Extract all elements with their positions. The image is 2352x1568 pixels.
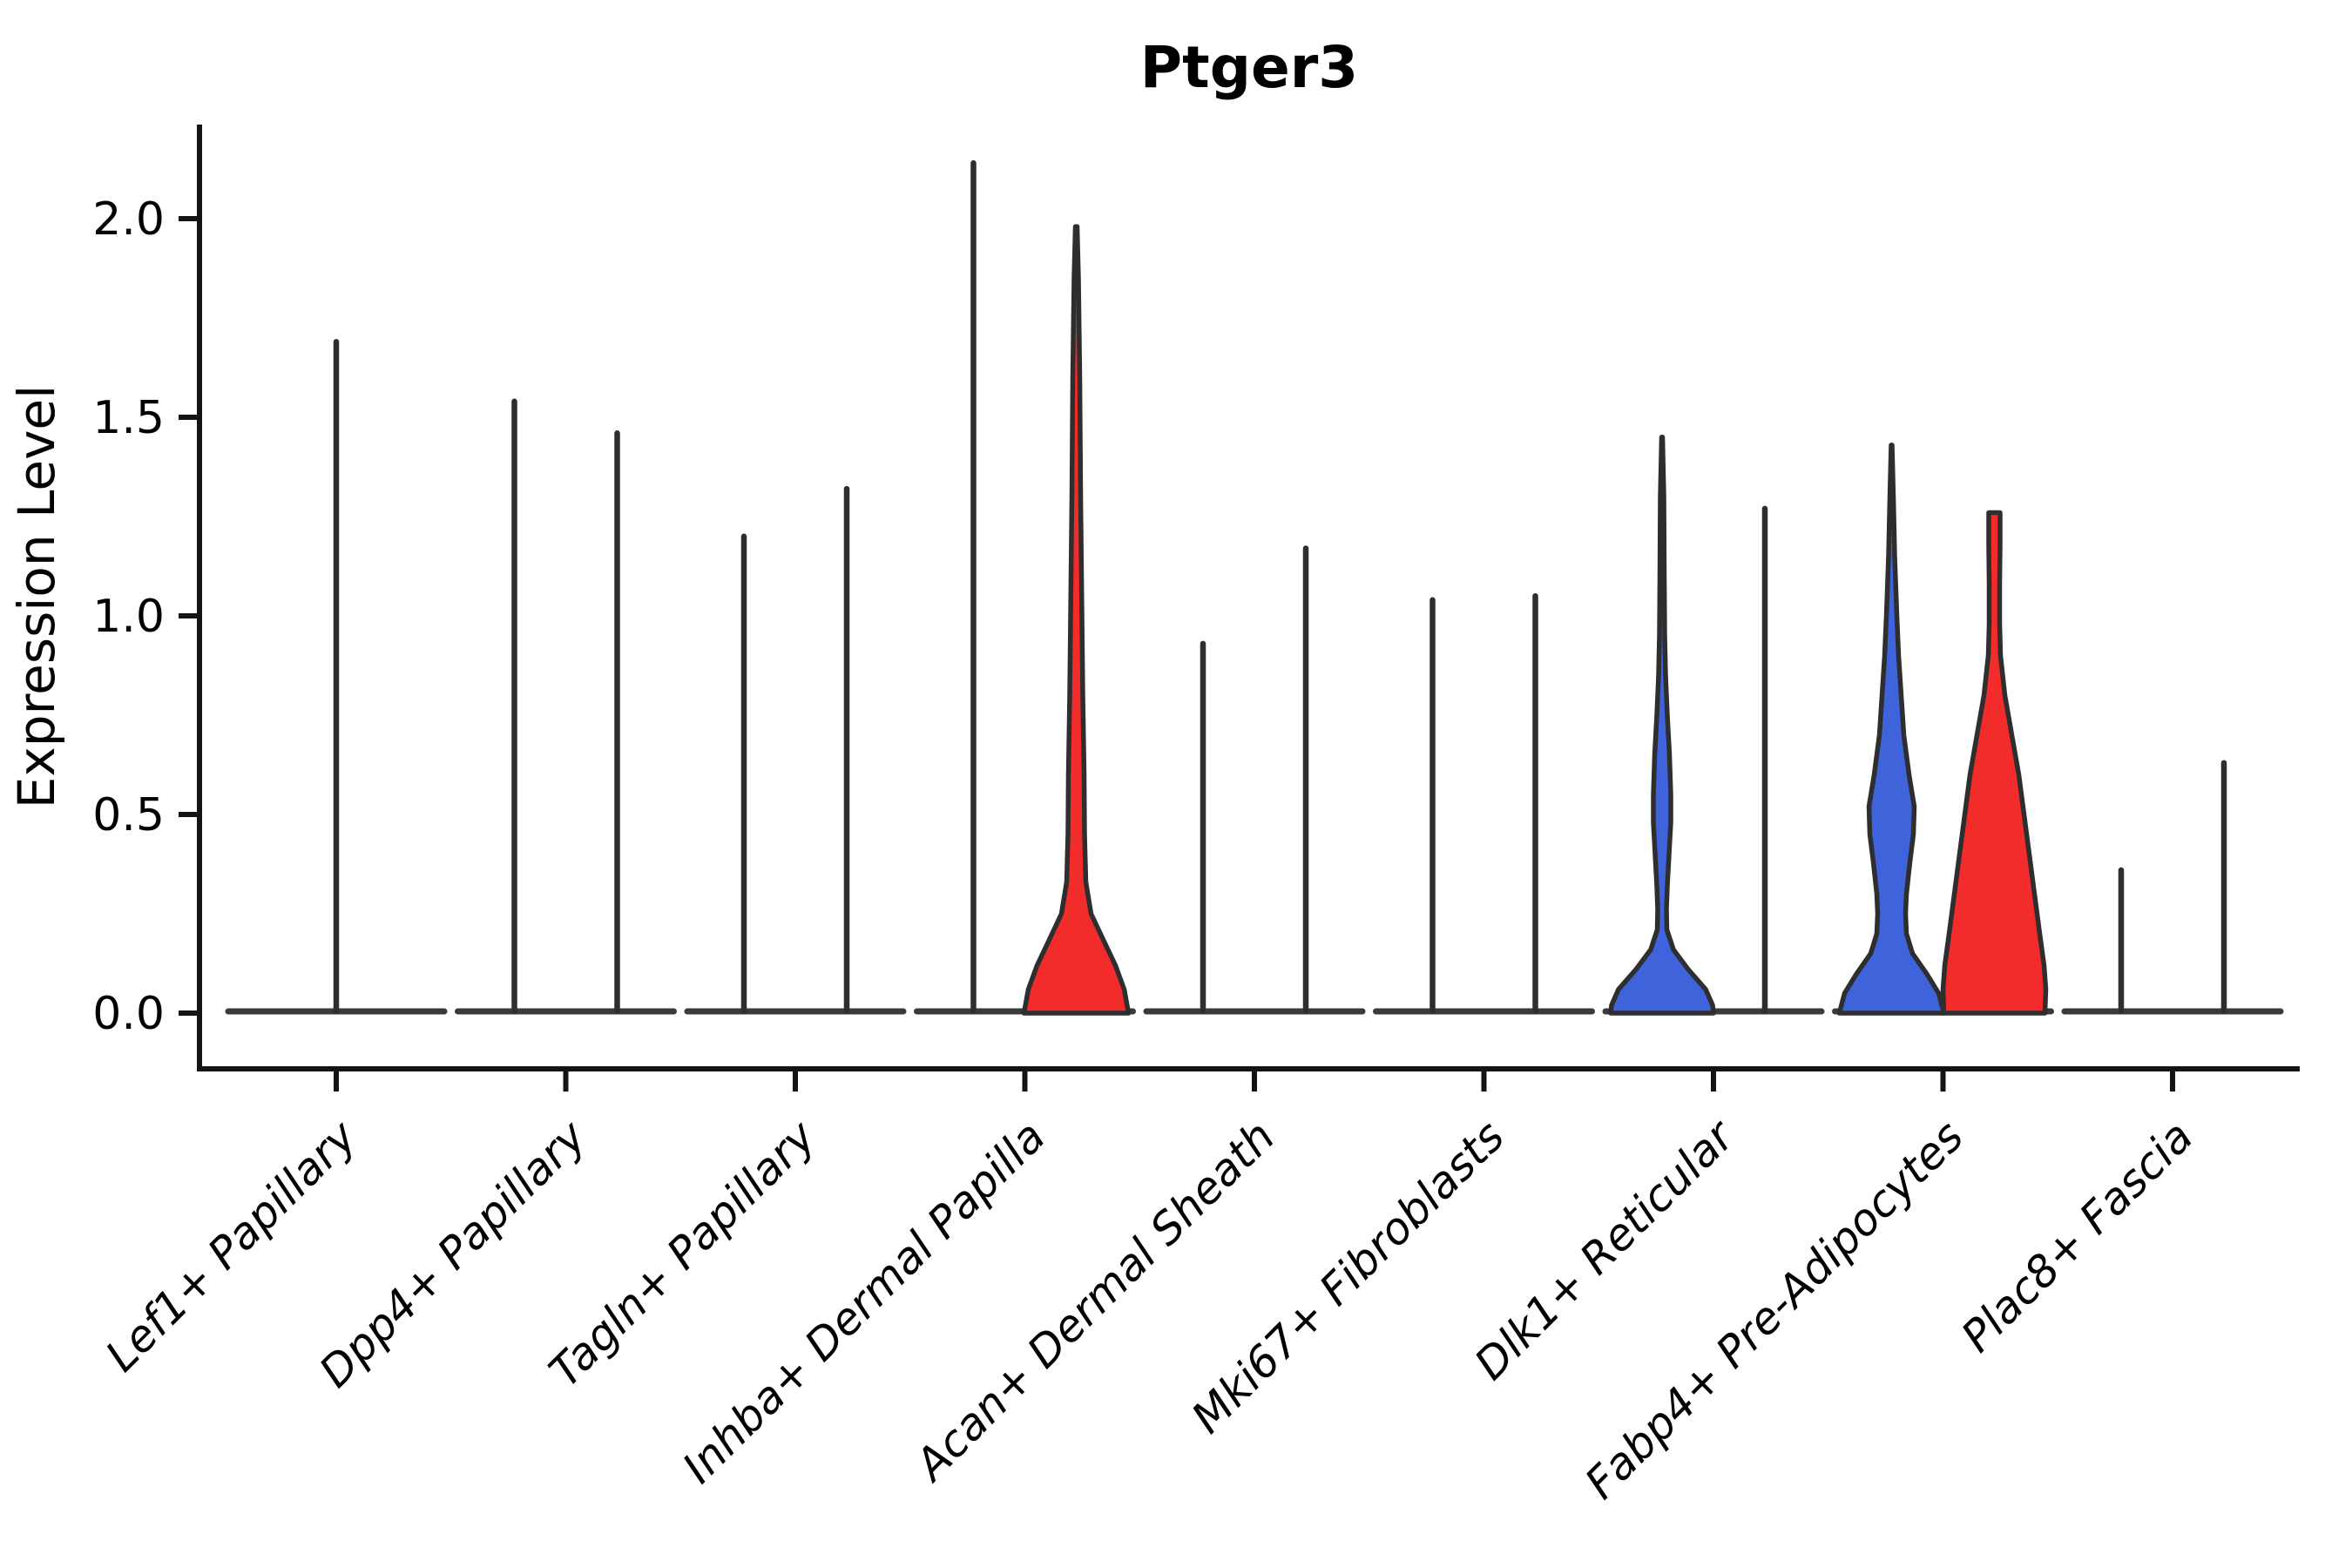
chart-title: Ptger3 bbox=[1140, 34, 1358, 101]
category-label: Lef1+ Papillary bbox=[96, 1110, 367, 1381]
category-label: Fabp4+ Pre-Adipocytes bbox=[1575, 1111, 1973, 1509]
category-label: Inhba+ Dermal Papilla bbox=[673, 1111, 1055, 1492]
violin-shape-red bbox=[1021, 224, 1132, 1016]
y-tick-label: 2.0 bbox=[92, 193, 165, 246]
axes-layer bbox=[179, 125, 2300, 1092]
y-tick-label: 1.5 bbox=[92, 392, 165, 444]
violin-shape-red bbox=[1940, 510, 2049, 1016]
y-tick-label: 1.0 bbox=[92, 591, 165, 643]
violin-layer bbox=[225, 159, 2284, 1016]
y-axis-label: Expression Level bbox=[7, 385, 66, 808]
y-tick-label: 0.0 bbox=[92, 988, 165, 1040]
violin-shape-blue bbox=[1608, 435, 1716, 1016]
category-label: Plac8+ Fascia bbox=[1952, 1111, 2203, 1362]
violin-shape-blue bbox=[1836, 443, 1947, 1016]
y-tick-label: 0.5 bbox=[92, 789, 165, 841]
